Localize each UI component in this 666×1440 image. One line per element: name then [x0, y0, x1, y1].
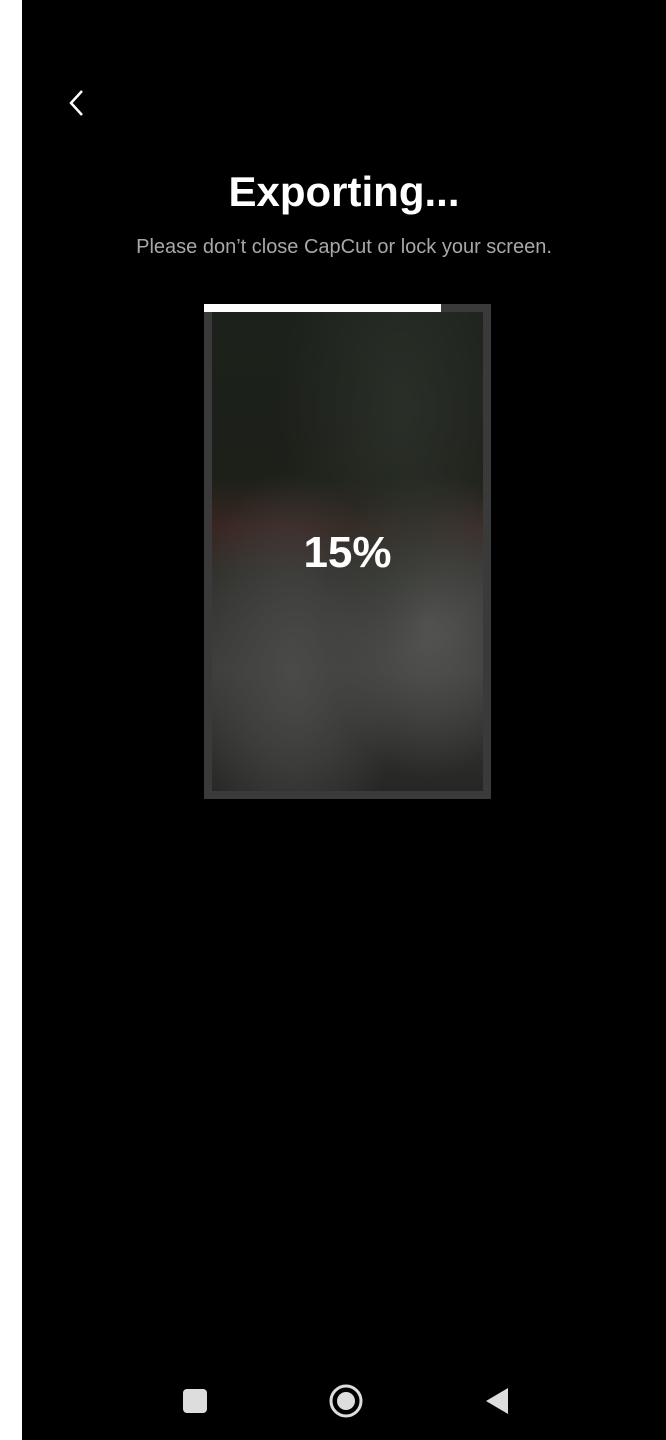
- title: Exporting...: [22, 168, 666, 216]
- subtitle: Please don’t close CapCut or lock your s…: [22, 236, 666, 259]
- back-button[interactable]: [66, 88, 90, 118]
- back-icon: [71, 91, 82, 115]
- progress-label: 15%: [204, 528, 491, 578]
- progress-bar: [204, 304, 441, 312]
- recents-button[interactable]: [183, 1389, 207, 1413]
- screen: Exporting... Please don’t close CapCut o…: [22, 0, 666, 1440]
- page: Exporting... Please don’t close CapCut o…: [0, 0, 666, 1440]
- nav-bar: [22, 1370, 666, 1430]
- home-dot: [337, 1392, 355, 1410]
- back-nav-button[interactable]: [486, 1388, 508, 1414]
